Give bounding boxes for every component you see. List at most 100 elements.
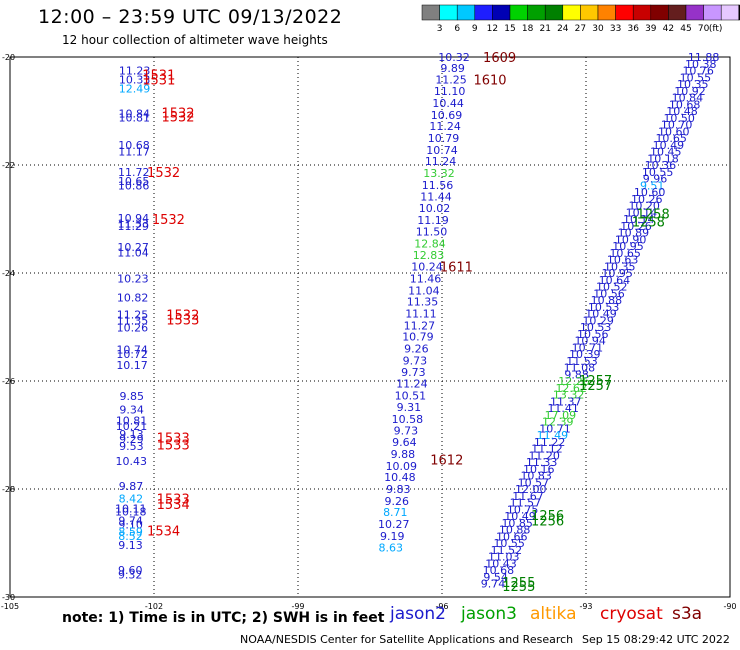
y-tick-label: -28 [2, 485, 15, 494]
swh-value-label: 10.68 [118, 139, 150, 152]
swh-value-label: 10.09 [386, 460, 418, 473]
swh-value-label: 11.20 [528, 450, 560, 463]
time-label: 1531 [142, 68, 175, 83]
colorbar-label: 21 [539, 24, 550, 34]
swh-value-label: 10.64 [599, 274, 631, 287]
chart-subtitle: 12 hour collection of altimeter wave hei… [62, 33, 328, 47]
swh-value-label: 11.24 [429, 120, 461, 133]
swh-value-label: 10.36 [645, 159, 677, 172]
swh-value-label: 10.50 [663, 112, 695, 125]
time-label: 1533 [157, 432, 190, 447]
swh-value-label: 9.73 [401, 366, 426, 379]
swh-value-label: 10.44 [432, 97, 464, 110]
swh-value-label: 9.60 [118, 564, 143, 577]
x-tick-label: -90 [723, 602, 736, 611]
colorbar-swatch [650, 4, 669, 21]
time-label: 1534 [157, 498, 190, 513]
swh-value-label: 10.65 [609, 247, 641, 260]
swh-value-label: 10.23 [117, 272, 149, 285]
swh-value-label: 11.41 [547, 402, 579, 415]
swh-value-label: 9.88 [564, 369, 589, 382]
swh-value-label: 10.81 [119, 111, 151, 124]
swh-value-label: 11.03 [488, 551, 520, 564]
swh-value-label: 9.10 [118, 519, 143, 532]
swh-value-label: 10.95 [601, 267, 633, 280]
time-label: 1255 [502, 580, 535, 595]
swh-value-label: 10.94 [574, 335, 606, 348]
colorbar-swatch [509, 4, 528, 21]
x-tick-label: -99 [291, 602, 304, 611]
colorbar-swatch [685, 4, 704, 21]
swh-value-label: 11.24 [425, 155, 457, 168]
swh-value-label: 9.51 [640, 180, 665, 193]
y-tick-label: -22 [2, 161, 15, 170]
colorbar-swatch [456, 4, 476, 21]
swh-value-label: 11.04 [408, 284, 440, 297]
swh-value-label: 10.68 [669, 99, 701, 112]
swh-value-label: 9.53 [119, 440, 144, 453]
swh-value-label: 10.29 [582, 315, 614, 328]
swh-value-label: 11.53 [566, 355, 598, 368]
time-label: 1256 [531, 514, 564, 529]
swh-value-label: 9.96 [643, 173, 668, 186]
x-tick-label: -93 [579, 602, 592, 611]
time-label: 1255 [502, 576, 535, 591]
swh-value-label: 10.81 [116, 414, 148, 427]
swh-value-label: 11.50 [416, 225, 448, 238]
swh-value-label: 10.16 [523, 463, 555, 476]
swh-value-label: 10.26 [117, 322, 149, 335]
credit-line: NOAA/NESDIS Center for Satellite Applica… [240, 633, 574, 646]
plot-frame [9, 56, 731, 598]
swh-value-label: 10.70 [661, 119, 693, 132]
colorbar-label: 42 [663, 24, 674, 34]
colorbar-label: 9 [472, 24, 478, 34]
swh-value-label: 10.14 [626, 207, 658, 220]
legend-jason3: jason3 [461, 604, 517, 624]
swh-value-label: 11.37 [550, 396, 582, 409]
swh-value-label: 11.04 [117, 246, 149, 259]
swh-value-label: 10.84 [672, 92, 704, 105]
swh-value-label: 10.88 [499, 524, 531, 537]
swh-value-label: 9.54 [483, 571, 508, 584]
swh-value-label: 10.92 [674, 85, 706, 98]
y-tick-label: -30 [2, 593, 15, 602]
swh-value-label: 13.32 [553, 389, 585, 402]
time-label: 1531 [142, 74, 175, 89]
swh-value-label: 10.85 [501, 517, 533, 530]
swh-value-label: 9.34 [119, 404, 144, 417]
swh-value-label: 13.32 [423, 167, 455, 180]
swh-value-label: 10.49 [585, 308, 617, 321]
swh-value-label: 10.90 [615, 234, 647, 247]
swh-value-label: 9.64 [392, 436, 417, 449]
colorbar-swatch [632, 4, 652, 21]
swh-value-label: 11.08 [564, 362, 596, 375]
swh-value-label: 10.35 [677, 78, 709, 91]
swh-value-label: 10.43 [115, 455, 147, 468]
swh-value-label: 10.69 [431, 109, 463, 122]
swh-value-label: 11.35 [407, 296, 439, 309]
time-label: 1532 [161, 110, 194, 125]
swh-value-label: 17.09 [545, 409, 577, 422]
swh-value-label: 9.26 [385, 495, 410, 508]
x-tick-label: -105 [1, 602, 19, 611]
colorbar-swatch [720, 4, 740, 21]
swh-value-label: 11.52 [491, 544, 523, 557]
swh-value-label: 12.49 [119, 82, 151, 95]
legend-s3a: s3a [672, 604, 703, 624]
colorbar-swatch [562, 4, 581, 21]
swh-value-label: 10.02 [419, 202, 451, 215]
swh-value-label: 11.23 [119, 65, 151, 78]
swh-value-label: 10.58 [392, 413, 424, 426]
swh-value-label: 11.25 [435, 74, 467, 87]
swh-value-label: 9.13 [118, 539, 143, 552]
swh-value-label: 11.27 [404, 319, 436, 332]
swh-value-label: 10.35 [604, 261, 636, 274]
colorbar-swatch [544, 4, 564, 21]
legend-jason2: jason2 [390, 604, 446, 624]
swh-value-label: 11.67 [512, 490, 544, 503]
swh-value-label: 11.72 [118, 166, 150, 179]
swh-value-label: 10.71 [539, 423, 571, 436]
swh-value-label: 12.84 [414, 237, 446, 250]
swh-value-label: 10.76 [682, 65, 714, 78]
